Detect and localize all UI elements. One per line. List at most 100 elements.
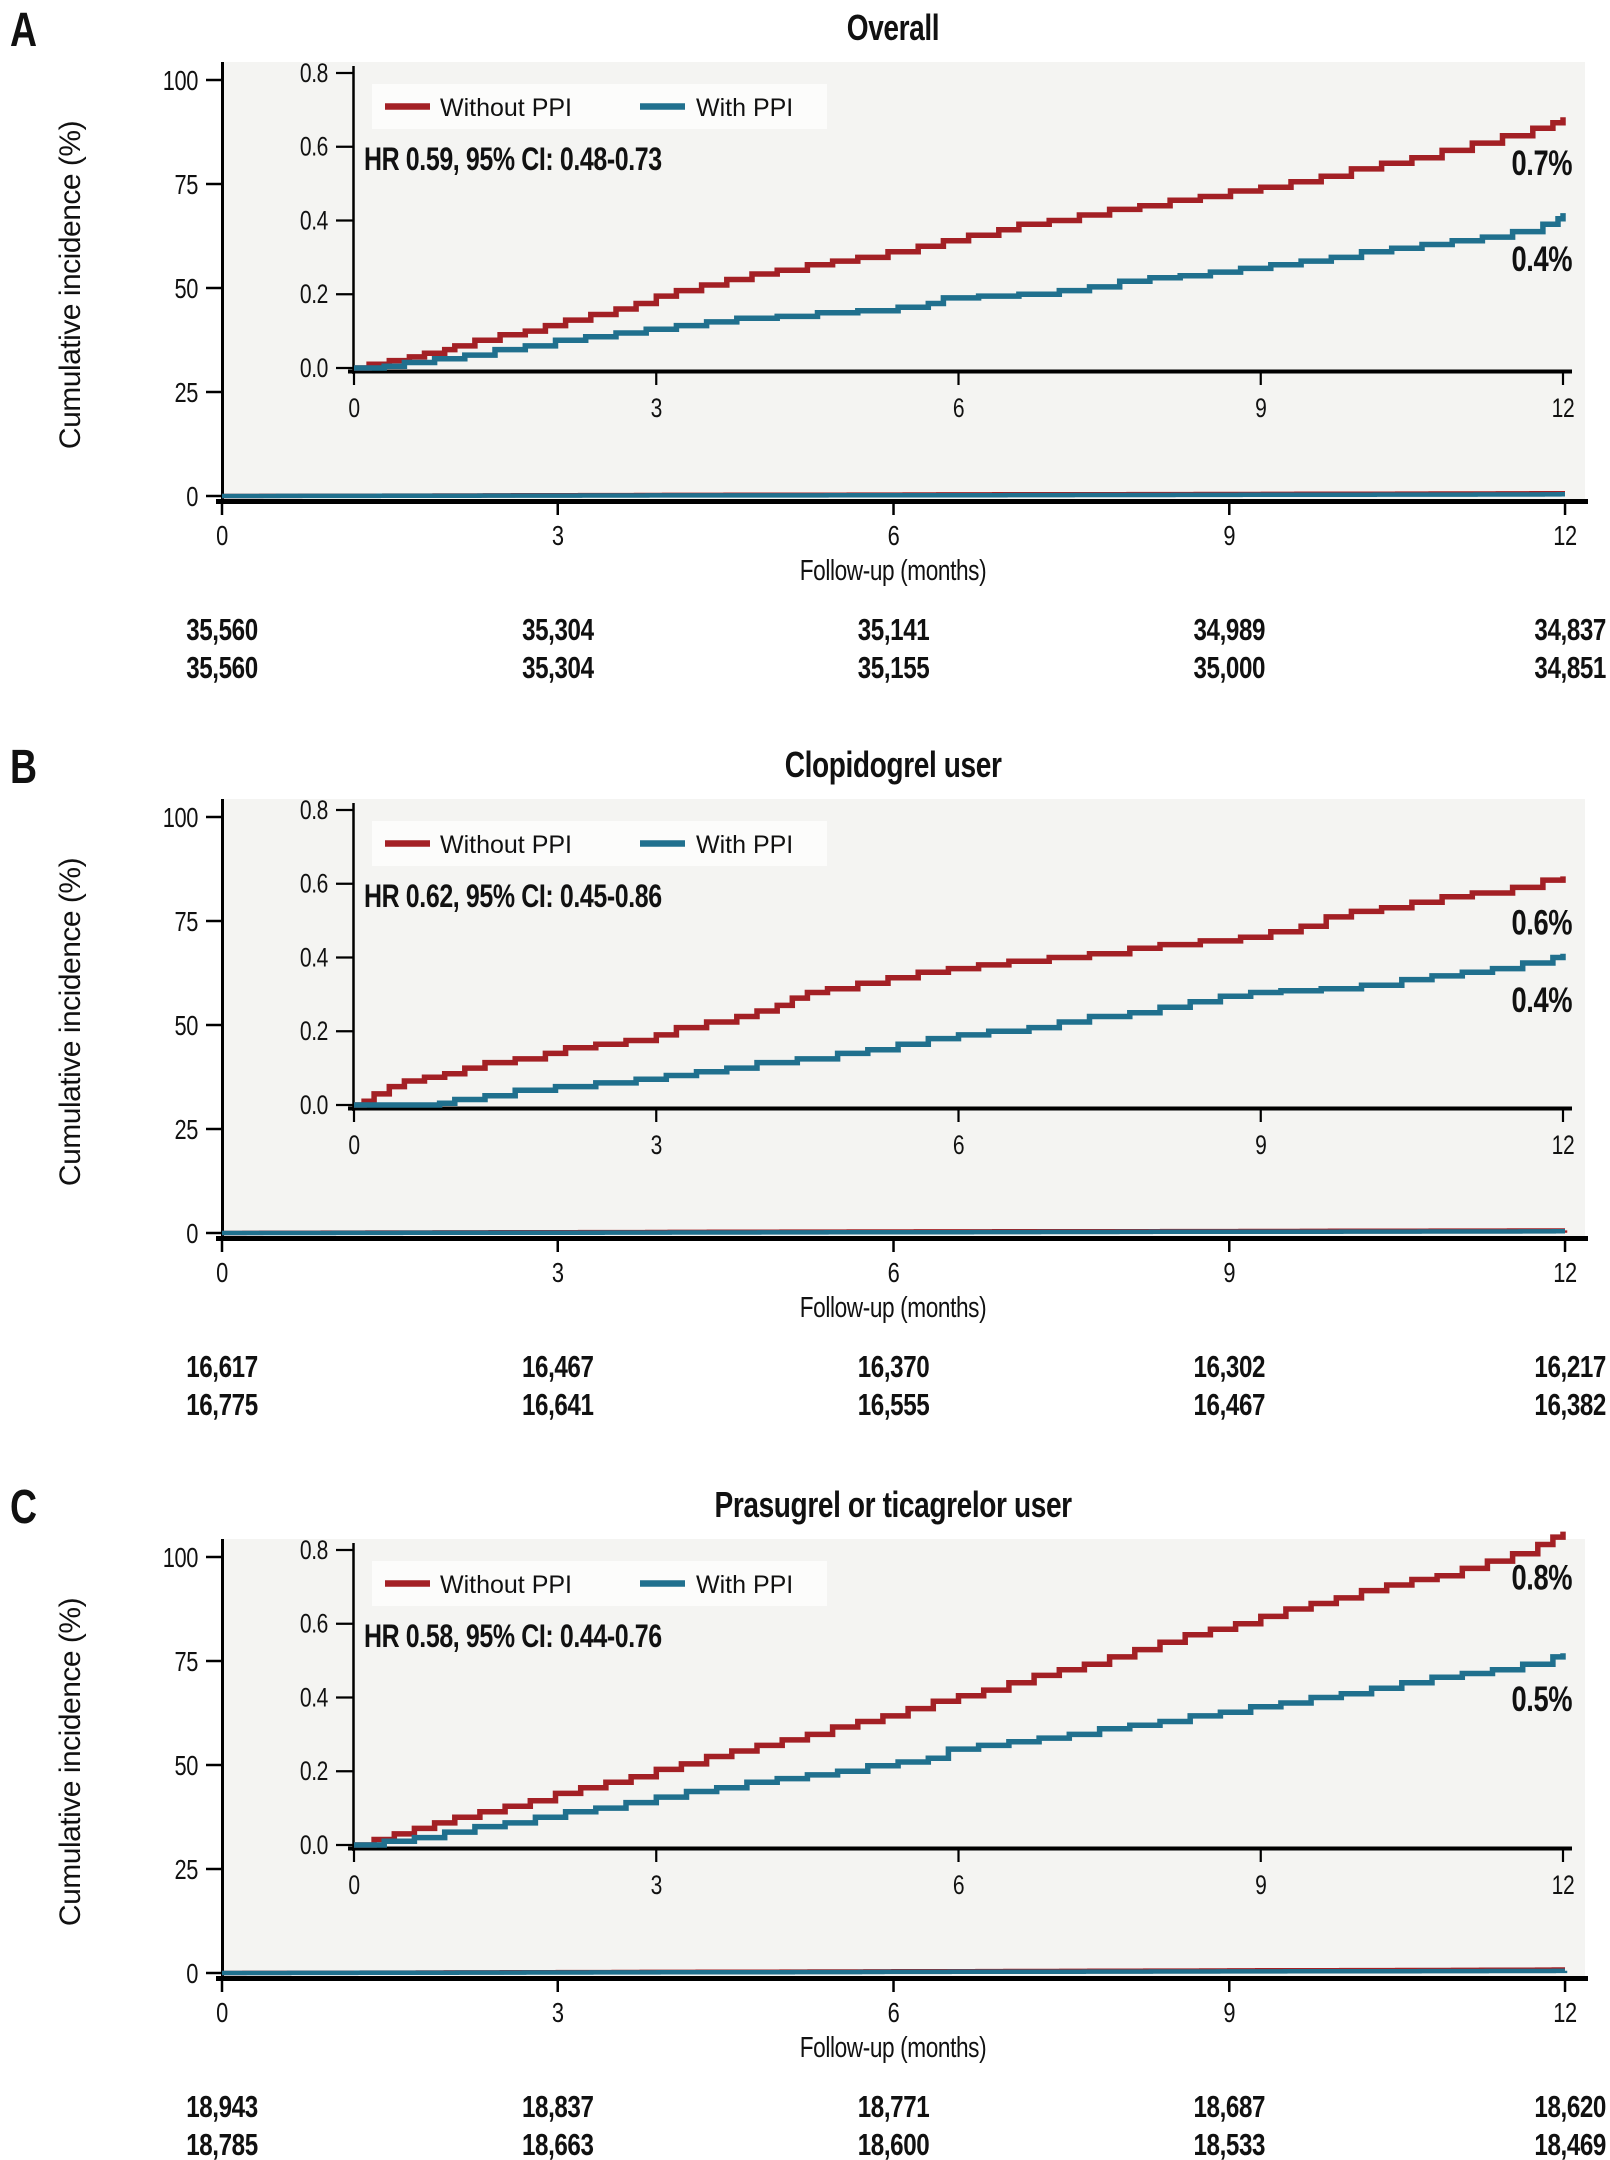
at-risk-value: 16,467 <box>1193 1387 1265 1422</box>
inset-curve-with-ppi <box>354 213 1566 371</box>
legend-box <box>372 84 827 129</box>
legend-box <box>372 1561 827 1606</box>
legend: Without PPI With PPI <box>372 1561 827 1606</box>
legend-label-with-ppi: With PPI <box>696 831 793 859</box>
main-x-tick-label: 6 <box>888 1257 900 1288</box>
plot-area <box>222 799 1585 1237</box>
inset-y-tick-label: 0.0 <box>300 1831 328 1861</box>
at-risk-value: 35,560 <box>186 612 258 647</box>
inset-x-tick-label: 0 <box>348 1131 359 1161</box>
main-y-tick-label: 75 <box>175 169 198 200</box>
inset-x-tick-label: 9 <box>1255 1871 1266 1901</box>
main-y-tick-label: 75 <box>175 906 198 937</box>
panel-a: 0 25 50 75 100 Cumulative incidence (%) 0 3 6 9 12… <box>10 4 1606 685</box>
main-y-tick-label: 25 <box>175 1114 198 1145</box>
main-x-tick-label: 3 <box>552 520 564 551</box>
main-y-tick-label: 0 <box>186 1218 198 1249</box>
panel-letter: B <box>10 741 37 795</box>
end-label-without-ppi: 0.7% <box>1511 144 1572 183</box>
at-risk-value: 18,620 <box>1534 2089 1606 2124</box>
hr-annotation: HR 0.59, 95% CI: 0.48-0.73 <box>364 142 662 178</box>
inset-y-tick-label: 0.0 <box>300 1091 328 1121</box>
hr-annotation: HR 0.58, 95% CI: 0.44-0.76 <box>364 1619 662 1655</box>
main-y-tick-label: 100 <box>163 802 198 833</box>
inset-y-tick-label: 0.6 <box>300 1609 328 1639</box>
inset-y-tick-label: 0.4 <box>300 943 328 973</box>
plot-area <box>222 62 1585 500</box>
inset-y-tick-label: 0.8 <box>300 796 328 826</box>
inset-y-tick-label: 0.6 <box>300 869 328 899</box>
panel-b: 0 25 50 75 100 Cumulative incidence (%) 0 3 6 9 12… <box>10 741 1606 1422</box>
inset-x-tick-label: 6 <box>953 1131 964 1161</box>
at-risk-value: 16,555 <box>858 1387 930 1422</box>
inset-x-tick-label: 0 <box>348 394 359 424</box>
legend-label-with-ppi: With PPI <box>696 1571 793 1599</box>
inset-x-tick-label: 12 <box>1552 394 1575 424</box>
legend-box <box>372 821 827 866</box>
at-risk-value: 16,382 <box>1534 1387 1606 1422</box>
at-risk-value: 35,304 <box>522 612 594 647</box>
main-x-tick-label: 9 <box>1223 1997 1235 2028</box>
inset-y-tick-label: 0.4 <box>300 1683 328 1713</box>
main-y-axis-title: Cumulative incidence (%) <box>54 858 87 1186</box>
inset-curve-with-ppi <box>354 1653 1566 1848</box>
main-y-tick-label: 75 <box>175 1646 198 1677</box>
inset-x-tick-label: 6 <box>953 1871 964 1901</box>
at-risk-value: 34,837 <box>1534 612 1606 647</box>
end-label-with-ppi: 0.4% <box>1511 240 1572 279</box>
legend-label-with-ppi: With PPI <box>696 94 793 122</box>
at-risk-value: 35,000 <box>1193 650 1265 685</box>
main-x-tick-label: 6 <box>888 1997 900 2028</box>
at-risk-value: 18,533 <box>1193 2127 1265 2160</box>
panel-title: Clopidogrel user <box>785 745 1003 785</box>
main-x-tick-label: 3 <box>552 1997 564 2028</box>
main-y-tick-label: 0 <box>186 481 198 512</box>
at-risk-value: 35,141 <box>858 612 930 647</box>
at-risk-value: 35,560 <box>186 650 258 685</box>
at-risk-value: 16,370 <box>858 1349 930 1384</box>
at-risk-value: 18,600 <box>858 2127 930 2160</box>
main-x-axis-title: Follow-up (months) <box>800 553 987 586</box>
plot-area <box>222 1539 1585 1977</box>
inset-y-tick-label: 0.6 <box>300 132 328 162</box>
main-curve-with-ppi <box>222 1968 1568 1976</box>
end-label-without-ppi: 0.6% <box>1511 903 1572 942</box>
inset-x-tick-label: 0 <box>348 1871 359 1901</box>
at-risk-value: 34,989 <box>1193 612 1265 647</box>
hr-annotation: HR 0.62, 95% CI: 0.45-0.86 <box>364 879 662 915</box>
at-risk-value: 18,785 <box>186 2127 258 2160</box>
main-y-tick-label: 100 <box>163 1542 198 1573</box>
legend: Without PPI With PPI <box>372 821 827 866</box>
inset-curve-without-ppi <box>354 876 1566 1108</box>
end-label-with-ppi: 0.5% <box>1511 1680 1572 1719</box>
panel-title: Prasugrel or ticagrelor user <box>715 1485 1073 1525</box>
main-x-axis-title: Follow-up (months) <box>800 1290 987 1323</box>
inset-x-tick-label: 9 <box>1255 394 1266 424</box>
inset-x-tick-label: 3 <box>651 394 662 424</box>
inset-x-tick-label: 3 <box>651 1131 662 1161</box>
inset-y-tick-label: 0.4 <box>300 206 328 236</box>
at-risk-value: 16,217 <box>1534 1349 1606 1384</box>
legend: Without PPI With PPI <box>372 84 827 129</box>
inset-curve-without-ppi <box>354 117 1566 371</box>
panel-title: Overall <box>847 8 939 48</box>
inset-y-tick-label: 0.2 <box>300 1017 328 1047</box>
at-risk-value: 18,687 <box>1193 2089 1265 2124</box>
inset-x-tick-label: 6 <box>953 394 964 424</box>
at-risk-value: 35,304 <box>522 650 594 685</box>
at-risk-value: 16,467 <box>522 1349 594 1384</box>
at-risk-value: 16,302 <box>1193 1349 1265 1384</box>
main-x-tick-label: 0 <box>216 1257 228 1288</box>
inset-y-tick-label: 0.2 <box>300 280 328 310</box>
main-x-axis-title: Follow-up (months) <box>800 2030 987 2063</box>
main-y-tick-label: 25 <box>175 1854 198 1885</box>
inset-x-tick-label: 3 <box>651 1871 662 1901</box>
main-y-axis-title: Cumulative incidence (%) <box>54 1598 87 1926</box>
main-x-tick-label: 9 <box>1223 1257 1235 1288</box>
main-x-tick-label: 12 <box>1553 1997 1576 2028</box>
at-risk-value: 16,775 <box>186 1387 258 1422</box>
main-y-tick-label: 50 <box>175 273 198 304</box>
main-y-tick-label: 100 <box>163 65 198 96</box>
inset-x-tick-label: 9 <box>1255 1131 1266 1161</box>
